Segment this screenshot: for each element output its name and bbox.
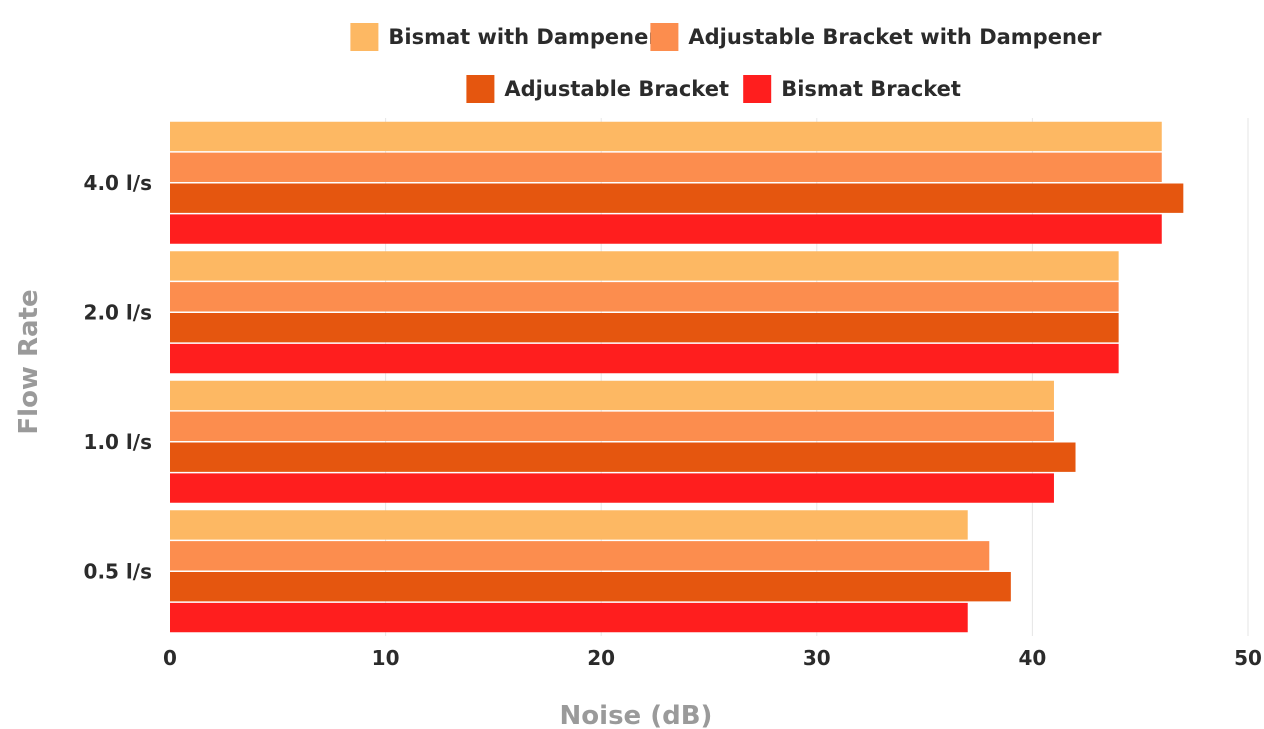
y-tick-label: 2.0 l/s [84, 300, 152, 324]
bar [170, 282, 1119, 312]
legend-item: Bismat with Dampener [350, 23, 659, 51]
y-tick-label: 1.0 l/s [84, 430, 152, 454]
x-tick-label: 30 [803, 646, 831, 670]
legend-item: Adjustable Bracket [466, 75, 729, 103]
y-tick-label: 4.0 l/s [84, 171, 152, 195]
bar [170, 572, 1011, 602]
x-tick-label: 10 [372, 646, 400, 670]
x-tick-label: 0 [163, 646, 177, 670]
x-tick-label: 50 [1234, 646, 1262, 670]
legend-label: Adjustable Bracket [504, 77, 729, 101]
bar [170, 214, 1162, 244]
y-axis-title: Flow Rate [14, 289, 44, 434]
bar [170, 121, 1162, 152]
legend-swatch [466, 75, 495, 103]
legend-item: Adjustable Bracket with Dampener [650, 23, 1102, 51]
legend-label: Bismat with Dampener [388, 25, 659, 49]
bar [170, 411, 1054, 441]
legend-swatch [350, 23, 379, 51]
bar [170, 380, 1054, 411]
bar [170, 510, 968, 540]
legend-label: Bismat Bracket [781, 77, 961, 101]
bar [170, 183, 1184, 213]
x-tick-label: 40 [1018, 646, 1046, 670]
x-axis-ticks: 0 10 20 30 40 50 [163, 646, 1262, 670]
legend-item: Bismat Bracket [743, 75, 961, 103]
bar [170, 473, 1054, 503]
y-tick-label: 0.5 l/s [84, 559, 152, 583]
bar [170, 152, 1162, 182]
legend-swatch [650, 23, 679, 51]
bars [170, 121, 1184, 633]
bar [170, 313, 1119, 343]
bar [170, 343, 1119, 374]
x-axis-title: Noise (dB) [560, 701, 713, 729]
x-tick-label: 20 [587, 646, 615, 670]
bar [170, 541, 990, 571]
bar [170, 602, 968, 633]
legend-swatch [743, 75, 772, 103]
y-axis-ticks: 4.0 l/s 2.0 l/s 1.0 l/s 0.5 l/s [84, 171, 152, 584]
bar [170, 442, 1076, 472]
legend: Bismat with Dampener Adjustable Bracket w… [350, 23, 1102, 103]
legend-label: Adjustable Bracket with Dampener [688, 25, 1102, 49]
bar [170, 251, 1119, 281]
